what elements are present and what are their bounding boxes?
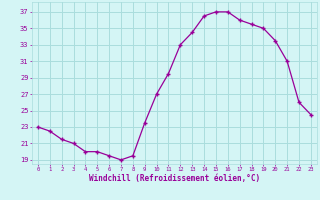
X-axis label: Windchill (Refroidissement éolien,°C): Windchill (Refroidissement éolien,°C) (89, 174, 260, 183)
